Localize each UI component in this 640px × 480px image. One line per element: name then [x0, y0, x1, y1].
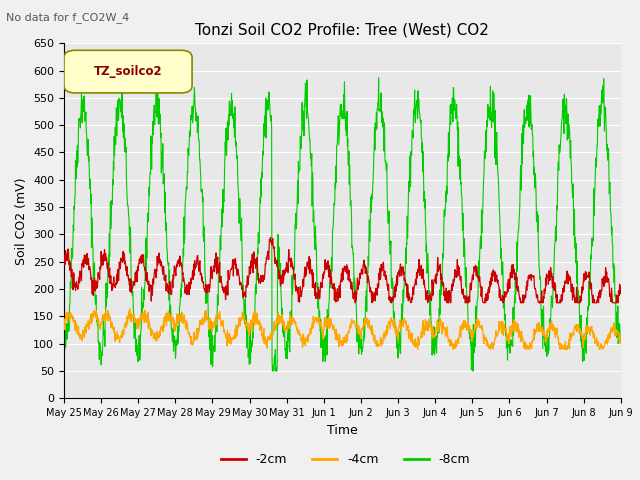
Text: No data for f_CO2W_4: No data for f_CO2W_4 [6, 12, 130, 23]
FancyBboxPatch shape [64, 50, 192, 93]
Title: Tonzi Soil CO2 Profile: Tree (West) CO2: Tonzi Soil CO2 Profile: Tree (West) CO2 [195, 23, 490, 38]
Y-axis label: Soil CO2 (mV): Soil CO2 (mV) [15, 177, 28, 264]
Legend: -2cm, -4cm, -8cm: -2cm, -4cm, -8cm [216, 448, 476, 471]
X-axis label: Time: Time [327, 424, 358, 437]
Text: TZ_soilco2: TZ_soilco2 [93, 65, 163, 78]
